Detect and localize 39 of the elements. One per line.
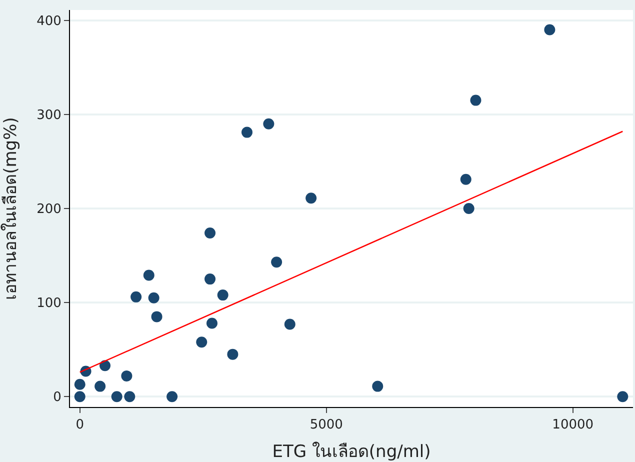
point — [100, 360, 110, 372]
y-tick-label: 300 — [36, 108, 62, 123]
y-tick-label: 100 — [36, 296, 62, 312]
point — [544, 24, 556, 36]
point — [74, 378, 86, 390]
point — [166, 391, 178, 402]
point — [143, 270, 154, 281]
point — [124, 391, 136, 402]
point — [263, 118, 274, 130]
point — [204, 227, 216, 238]
y-axis-title: เอทานอลในเลือด(mg%) — [0, 117, 22, 300]
point — [372, 380, 384, 392]
point — [470, 94, 482, 106]
point — [206, 318, 218, 329]
point — [617, 391, 628, 402]
point — [204, 274, 216, 285]
point — [217, 290, 228, 301]
point — [111, 391, 122, 402]
point — [460, 174, 472, 185]
x-axis-title: ETG ในเลือด(ng/ml) — [272, 441, 431, 462]
point — [130, 291, 142, 302]
point — [306, 192, 317, 204]
point — [148, 292, 160, 304]
point — [121, 370, 132, 382]
point — [463, 203, 474, 214]
point — [271, 256, 282, 268]
point — [196, 336, 208, 348]
y-tick-label: 400 — [36, 14, 62, 29]
y-tick-label: 0 — [53, 390, 62, 406]
x-tick-label: 0 — [76, 418, 84, 433]
point — [151, 311, 162, 322]
point — [94, 380, 106, 392]
point — [227, 348, 238, 360]
point — [284, 318, 296, 330]
point — [241, 126, 252, 138]
x-tick-label: 5000 — [310, 418, 343, 433]
y-tick-label: 200 — [36, 202, 62, 218]
point — [74, 391, 86, 402]
x-tick-label: 10000 — [552, 418, 594, 433]
